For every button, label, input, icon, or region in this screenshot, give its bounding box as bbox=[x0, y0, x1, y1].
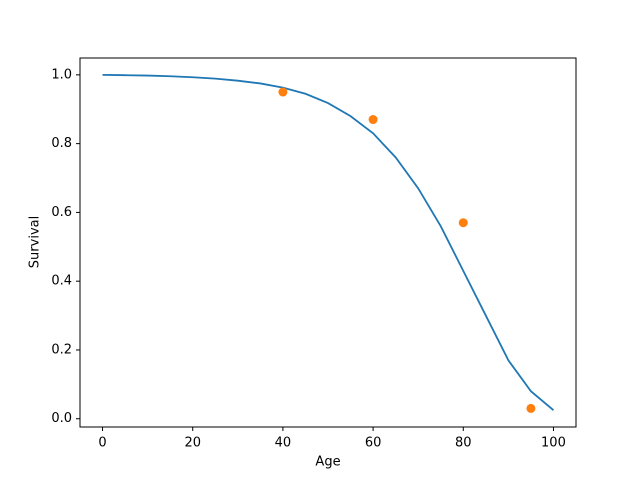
x-axis-label: Age bbox=[315, 455, 340, 470]
x-tick-label: 60 bbox=[365, 436, 382, 451]
y-tick-label: 0.6 bbox=[51, 205, 72, 220]
data-point bbox=[526, 403, 536, 413]
x-tick-label: 100 bbox=[541, 436, 566, 451]
y-tick-label: 1.0 bbox=[51, 67, 72, 82]
data-point bbox=[278, 87, 288, 97]
y-tick-label: 0.2 bbox=[51, 342, 72, 357]
x-tick-label: 40 bbox=[275, 436, 292, 451]
data-point bbox=[458, 218, 468, 228]
x-tick-label: 0 bbox=[98, 436, 106, 451]
y-tick-label: 0.4 bbox=[51, 274, 72, 289]
y-tick-label: 0.0 bbox=[51, 411, 72, 426]
plot-frame bbox=[79, 57, 577, 428]
y-tick-label: 0.8 bbox=[51, 136, 72, 151]
data-point bbox=[368, 115, 378, 125]
x-tick-label: 80 bbox=[455, 436, 472, 451]
y-axis-label: Survival bbox=[28, 216, 43, 268]
x-tick-label: 20 bbox=[184, 436, 201, 451]
survival-curve bbox=[102, 73, 555, 411]
